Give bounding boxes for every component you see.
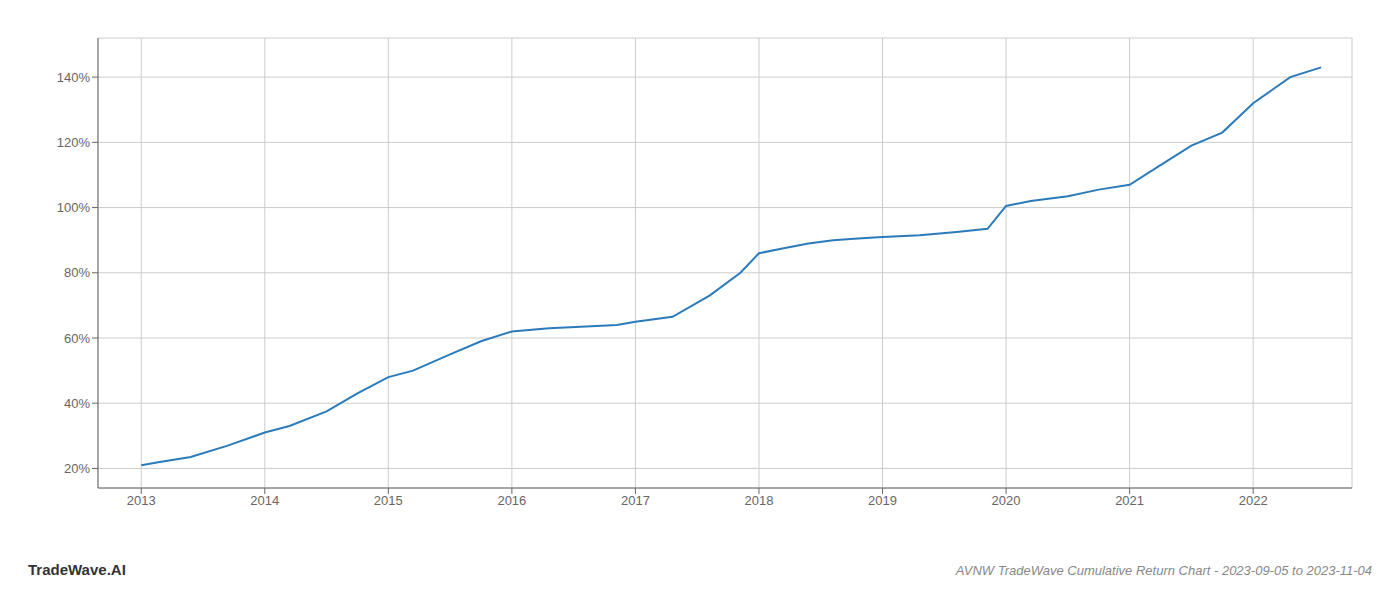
svg-text:2015: 2015 xyxy=(374,493,403,508)
svg-text:60%: 60% xyxy=(64,331,90,346)
svg-text:2020: 2020 xyxy=(992,493,1021,508)
svg-text:80%: 80% xyxy=(64,265,90,280)
svg-text:2019: 2019 xyxy=(868,493,897,508)
svg-text:20%: 20% xyxy=(64,461,90,476)
svg-text:2013: 2013 xyxy=(127,493,156,508)
svg-text:120%: 120% xyxy=(57,135,91,150)
html-text:AVNW TradeWave Cumulative Retu: AVNW TradeWave Cumulative Return Chart -… xyxy=(955,563,1372,578)
svg-text:2017: 2017 xyxy=(621,493,650,508)
svg-text:100%: 100% xyxy=(57,200,91,215)
svg-text:2016: 2016 xyxy=(497,493,526,508)
svg-text:2021: 2021 xyxy=(1115,493,1144,508)
svg-text:2022: 2022 xyxy=(1239,493,1268,508)
svg-text:2014: 2014 xyxy=(250,493,279,508)
svg-text:140%: 140% xyxy=(57,70,91,85)
svg-text:2018: 2018 xyxy=(745,493,774,508)
html-text:TradeWave.AI: TradeWave.AI xyxy=(28,561,126,578)
svg-text:40%: 40% xyxy=(64,396,90,411)
